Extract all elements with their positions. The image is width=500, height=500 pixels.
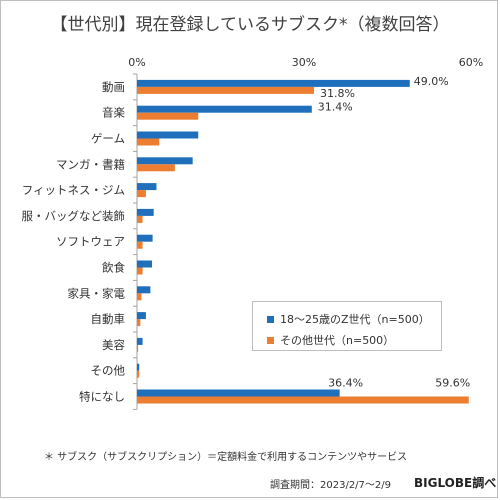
legend-swatch-other bbox=[267, 336, 274, 344]
bar-other bbox=[137, 86, 315, 94]
category-label: 自動車 bbox=[91, 312, 126, 326]
bar-other bbox=[137, 138, 160, 146]
bar-other bbox=[137, 370, 140, 378]
bar-other bbox=[137, 267, 143, 275]
category-label: 美容 bbox=[102, 338, 125, 352]
category-label: 音楽 bbox=[102, 106, 125, 120]
bar-gen-z bbox=[137, 363, 140, 371]
bar-gen-z bbox=[137, 79, 410, 87]
category-label: フィットネス・ジム bbox=[22, 183, 125, 197]
bar-other bbox=[137, 344, 139, 352]
bar-other bbox=[137, 241, 143, 249]
legend-item-gen-z: 18～25歳のZ世代（n=500） bbox=[267, 311, 430, 327]
legend: 18～25歳のZ世代（n=500） その他世代（n=500） bbox=[252, 301, 442, 351]
category-label: その他 bbox=[91, 364, 126, 378]
category-label: 特になし bbox=[79, 390, 125, 404]
chart-title: 【世代別】現在登録しているサブスク*（複数回答） bbox=[50, 15, 450, 35]
bar-gen-z bbox=[137, 234, 153, 242]
bar-gen-z bbox=[137, 389, 340, 397]
category-label: ゲーム bbox=[91, 132, 125, 146]
category-label: ソフトウェア bbox=[56, 235, 125, 249]
bar-other bbox=[137, 164, 175, 172]
legend-item-other: その他世代（n=500） bbox=[267, 332, 394, 348]
bar-gen-z bbox=[137, 286, 151, 294]
bar-gen-z bbox=[137, 337, 143, 345]
bar-other bbox=[137, 215, 143, 223]
category-label: 動画 bbox=[102, 80, 125, 94]
bar-gen-z bbox=[137, 260, 153, 268]
footnote: ＊ サブスク（サブスクリプション）＝定額料金で利用するコンテンツやサービス bbox=[44, 452, 408, 463]
legend-label-other: その他世代（n=500） bbox=[280, 334, 395, 347]
data-label: 31.8% bbox=[320, 87, 355, 100]
data-label: 36.4% bbox=[328, 377, 363, 390]
bar-gen-z bbox=[137, 105, 312, 113]
category-label: 服・バッグなど装飾 bbox=[22, 209, 126, 223]
bar-gen-z bbox=[137, 312, 146, 320]
x-tick-label: 0% bbox=[128, 56, 145, 69]
x-tick-label: 30% bbox=[292, 56, 316, 69]
bar-other bbox=[137, 112, 199, 120]
bar-other bbox=[137, 319, 141, 327]
bar-other bbox=[137, 190, 146, 198]
legend-label-gen-z: 18～25歳のZ世代（n=500） bbox=[280, 313, 430, 326]
category-label: マンガ・書籍 bbox=[56, 157, 125, 171]
bar-gen-z bbox=[137, 157, 193, 165]
category-label: 家具・家電 bbox=[68, 286, 126, 300]
data-label: 59.6% bbox=[435, 377, 470, 390]
x-tick-label: 60% bbox=[459, 56, 483, 69]
bar-gen-z bbox=[137, 183, 157, 191]
data-label: 49.0% bbox=[414, 75, 449, 88]
legend-swatch-gen-z bbox=[267, 315, 274, 323]
bar-gen-z bbox=[137, 208, 154, 216]
data-label: 31.4% bbox=[318, 101, 353, 114]
bar-gen-z bbox=[137, 131, 199, 139]
survey-period: 調査期間：2023/2/7～2/9 bbox=[270, 480, 392, 491]
source-label: BIGLOBE調べ bbox=[414, 476, 497, 490]
bar-other bbox=[137, 293, 142, 301]
category-label: 飲食 bbox=[102, 261, 125, 275]
bar-other bbox=[137, 396, 469, 404]
